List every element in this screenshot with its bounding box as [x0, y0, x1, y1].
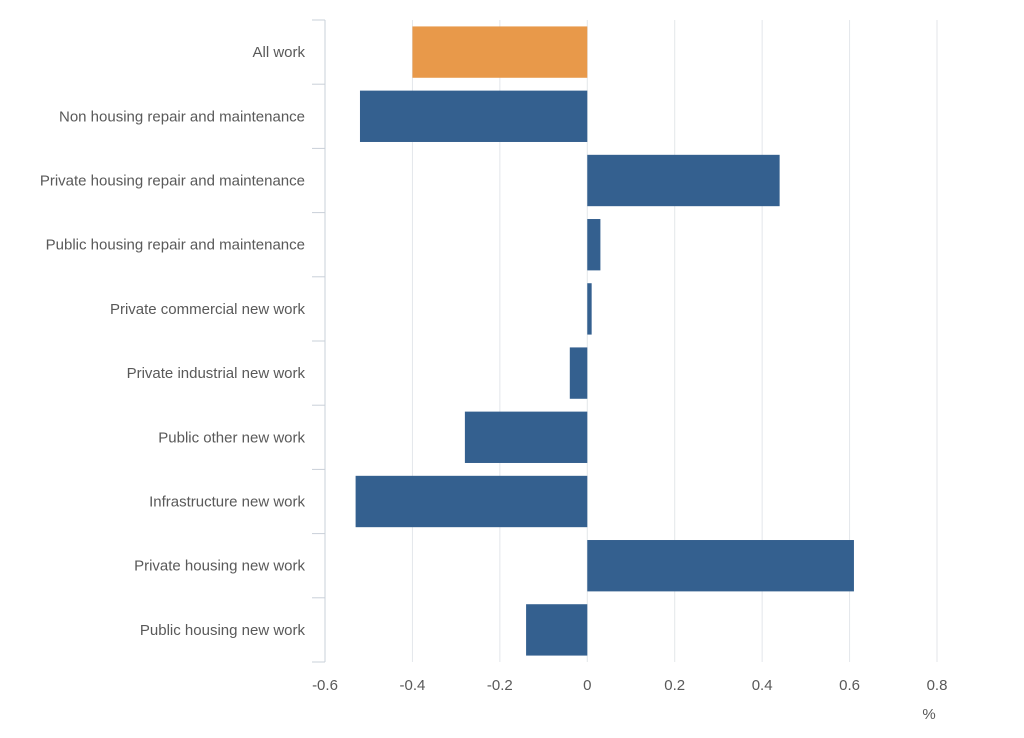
category-label: All work [252, 44, 305, 61]
category-label: Infrastructure new work [149, 494, 305, 511]
bar [464, 411, 588, 463]
x-tick-labels: -0.6 -0.4 -0.2 0 0.2 0.4 0.6 0.8 [312, 677, 947, 694]
bar [587, 154, 780, 207]
category-label: Private industrial new work [127, 365, 306, 382]
bar [587, 219, 601, 271]
bars [355, 26, 854, 656]
bar [526, 604, 588, 656]
category-label: Non housing repair and maintenance [59, 108, 305, 125]
category-labels: All work Non housing repair and maintenan… [40, 44, 306, 639]
category-label: Private commercial new work [110, 301, 306, 318]
x-tick-label: -0.6 [312, 677, 338, 694]
x-axis-unit-label: % [922, 706, 935, 723]
bar [569, 347, 588, 399]
x-tick-label: 0.8 [927, 677, 948, 694]
bar [587, 283, 592, 335]
x-tick-label: 0.4 [752, 677, 773, 694]
bar [587, 540, 854, 592]
category-label: Public housing repair and maintenance [46, 237, 305, 254]
category-label: Public other new work [158, 429, 305, 446]
x-tick-label: -0.2 [487, 677, 513, 694]
bar [412, 26, 588, 78]
x-tick-label: -0.4 [399, 677, 425, 694]
x-tick-label: 0.6 [839, 677, 860, 694]
category-label: Private housing new work [134, 558, 305, 575]
y-axis [312, 19, 326, 663]
category-label: Public housing new work [140, 622, 306, 639]
category-label: Private housing repair and maintenance [40, 173, 305, 190]
bar [359, 90, 588, 142]
x-tick-label: 0 [583, 677, 591, 694]
x-tick-label: 0.2 [664, 677, 685, 694]
bar [355, 475, 588, 528]
